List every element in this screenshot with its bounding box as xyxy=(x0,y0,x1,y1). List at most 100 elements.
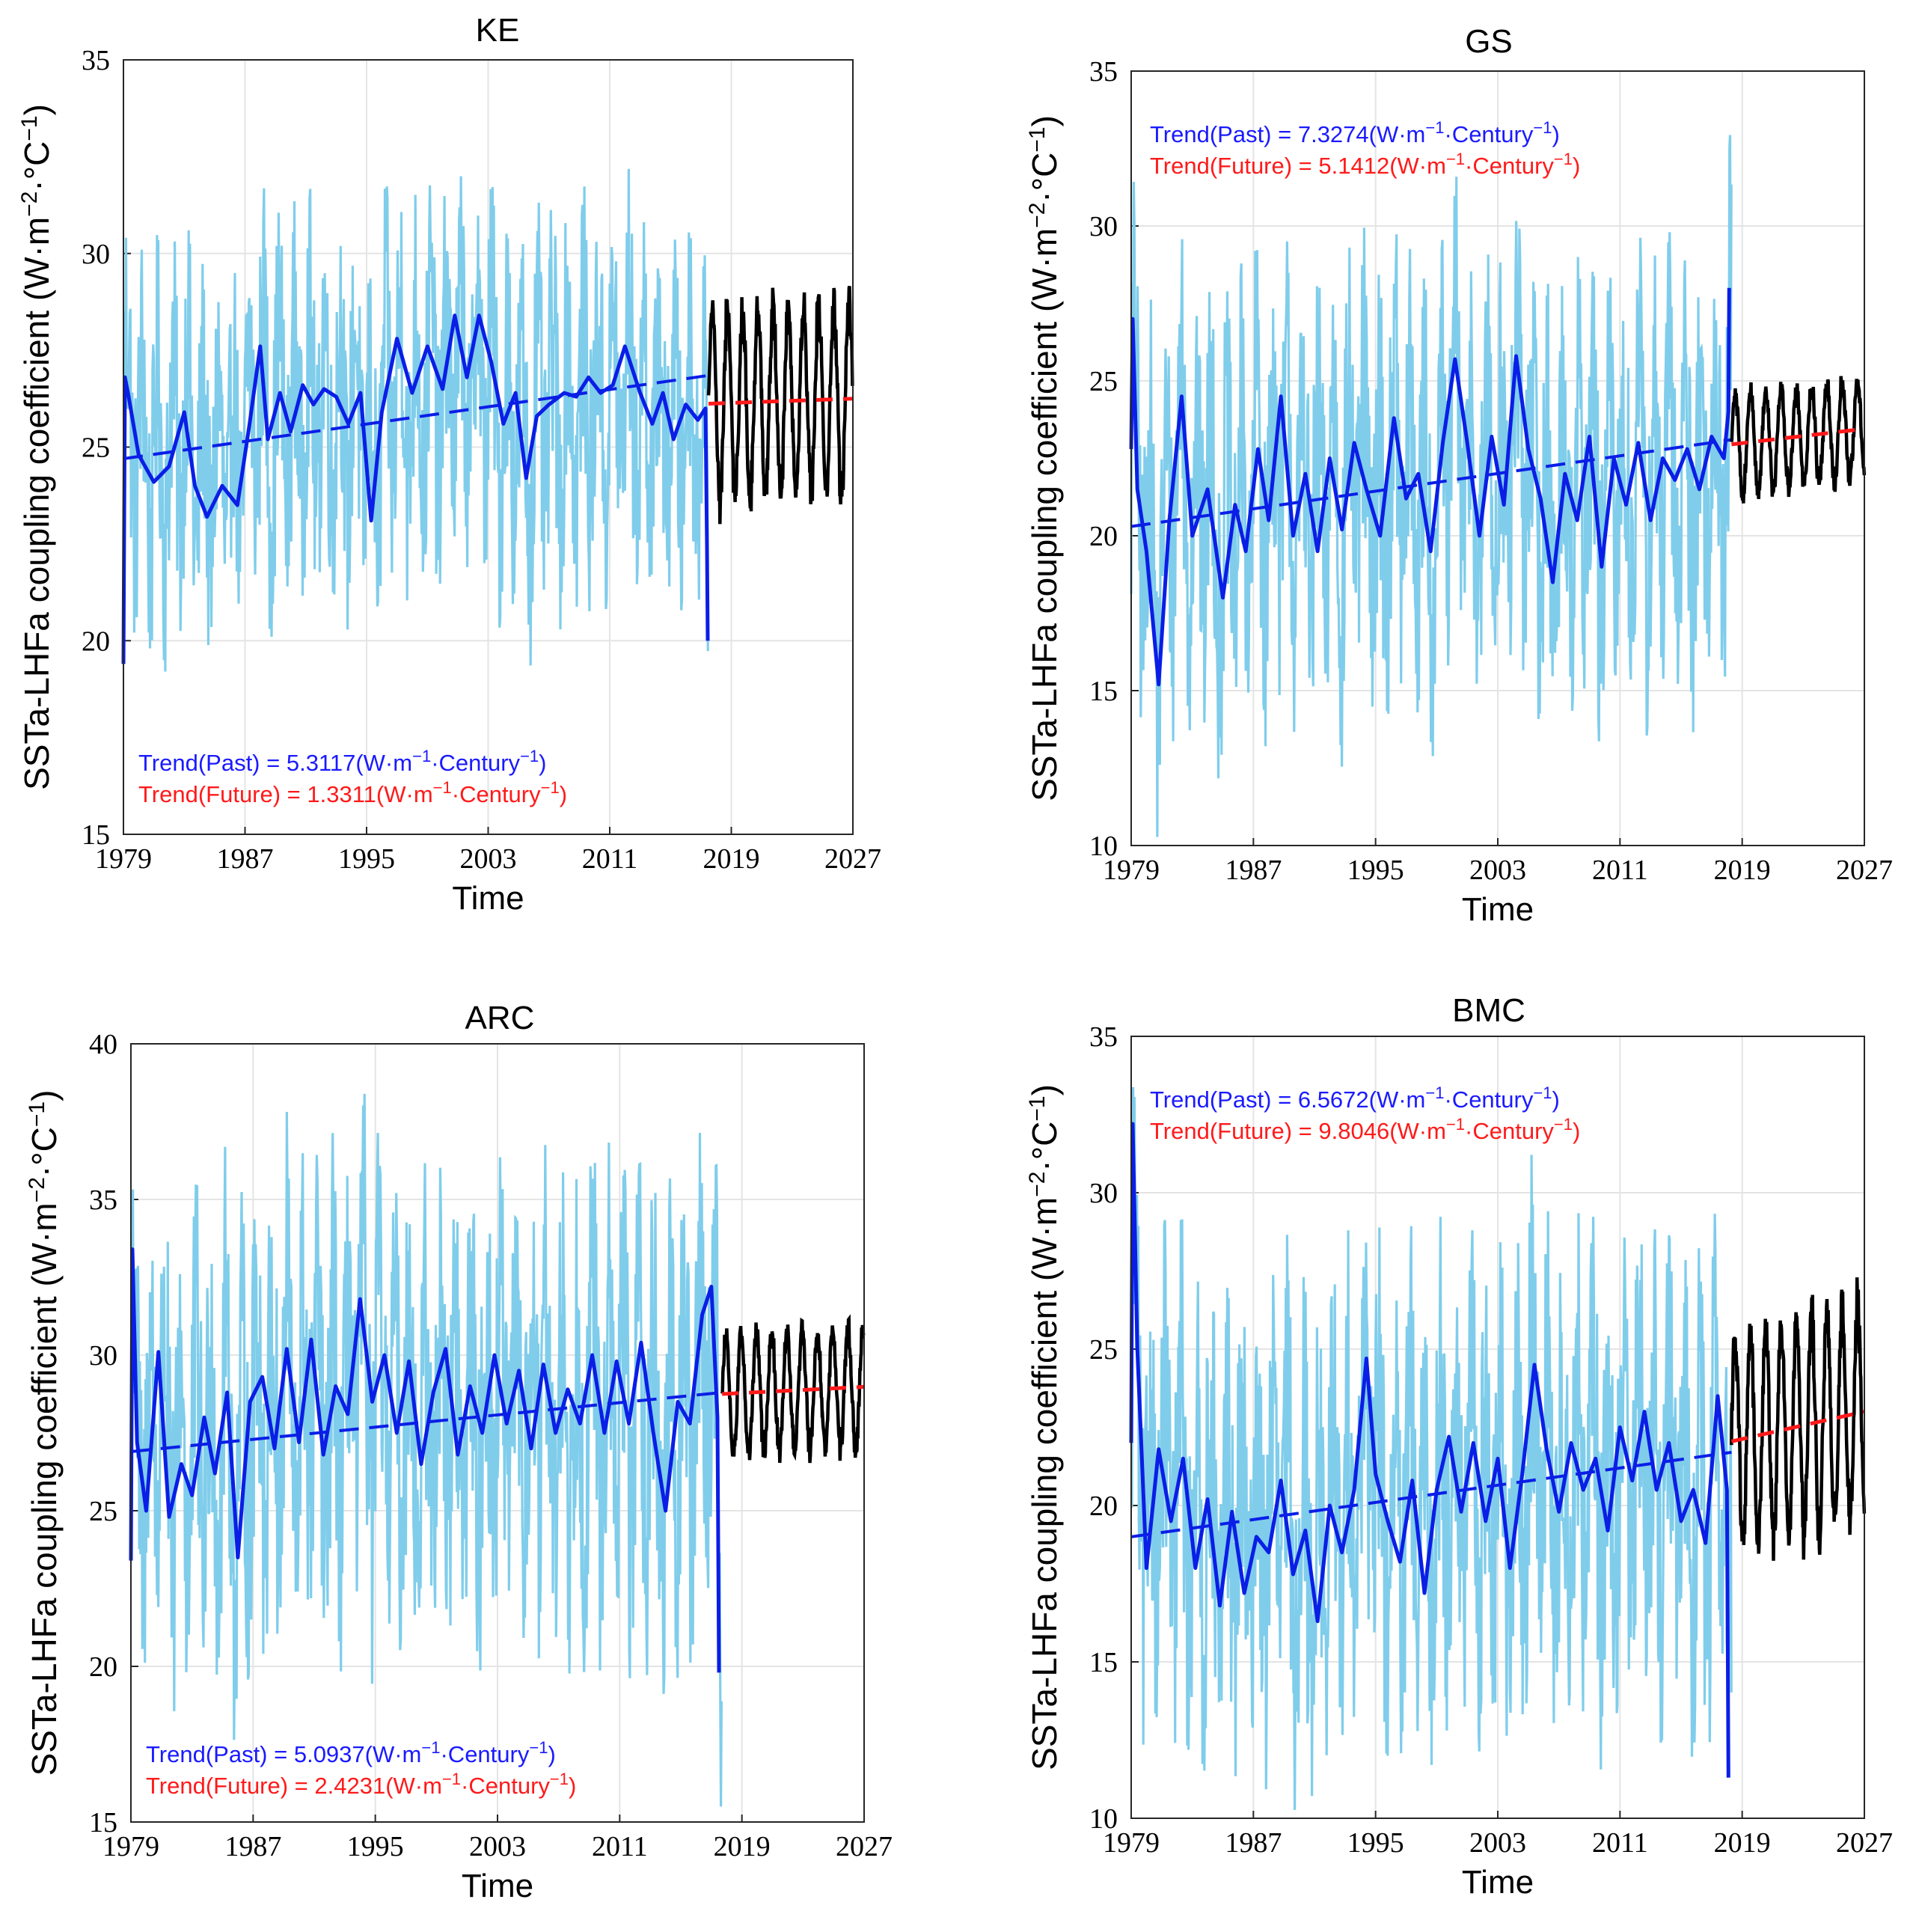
smoothed-series-line xyxy=(129,1247,721,1673)
y-axis-label-close: ) xyxy=(17,104,56,115)
y-axis-label-sup: −1 xyxy=(25,1101,49,1127)
trend-future-text: Trend(Future) = 9.8046(W·m xyxy=(1150,1118,1446,1144)
trend-past-sup: −1 xyxy=(520,747,539,765)
trend-past-close: ) xyxy=(539,750,546,776)
x-tick-label: 1979 xyxy=(1103,1827,1160,1859)
x-tick-label: 2003 xyxy=(1469,855,1526,886)
trend-future-sup: −1 xyxy=(1446,150,1465,168)
smoothed-series xyxy=(1129,1122,1730,1778)
raw-series-line xyxy=(122,168,709,672)
trend-past-unit: ·Century xyxy=(431,750,520,776)
y-tick-label: 30 xyxy=(1089,1178,1118,1209)
trend-line-past xyxy=(1130,438,1732,528)
trend-line-future xyxy=(721,1384,865,1396)
raw-series-line xyxy=(1130,135,1733,837)
y-tick-label: 20 xyxy=(82,626,110,657)
y-tick-labels: 10 15 20 25 30 35 xyxy=(1089,1021,1118,1835)
panel-gs: GS 10 15 20 25 30 35 1979 1987 1995 2003… xyxy=(1025,23,1893,928)
y-tick-label: 25 xyxy=(82,432,110,464)
x-tick-label: 2027 xyxy=(824,843,881,875)
raw-series xyxy=(1130,1086,1733,1810)
y-axis-label-sup: −1 xyxy=(1025,1095,1050,1121)
y-axis-label-main: SSTa-LHFa coupling coefficient (W·m xyxy=(25,1202,64,1776)
trend-future-unit: ·Century xyxy=(461,1773,550,1799)
y-tick-label: 35 xyxy=(82,45,110,76)
x-tick-label: 2011 xyxy=(592,1831,648,1862)
future-series-line xyxy=(720,1314,866,1464)
x-tick-label: 2019 xyxy=(714,1831,771,1862)
trend-past-unit: ·Century xyxy=(1444,121,1533,147)
trend-future-sup: −1 xyxy=(1446,1115,1465,1134)
x-tick-labels: 1979 1987 1995 2003 2011 2019 2027 xyxy=(1103,1827,1893,1859)
trend-future-unit: ·Century xyxy=(452,781,541,807)
x-axis-label: Time xyxy=(1462,891,1534,928)
future-series xyxy=(720,1314,866,1464)
trend-past-text: Trend(Past) = 6.5672(W·m xyxy=(1150,1086,1425,1113)
y-tick-label: 10 xyxy=(1089,831,1118,862)
x-tick-label: 2011 xyxy=(1592,1827,1648,1859)
y-tick-labels: 15 20 25 30 35 40 xyxy=(89,1029,117,1838)
x-axis-label: Time xyxy=(1462,1864,1534,1901)
trend-future-sup: −1 xyxy=(433,778,452,797)
trend-future-sup: −1 xyxy=(1554,150,1573,168)
future-series-line xyxy=(1730,376,1867,504)
smoothed-series-line xyxy=(1129,1122,1730,1778)
trend-future-sup: −1 xyxy=(550,1770,569,1788)
trend-future-unit: ·Century xyxy=(1465,153,1554,179)
x-tick-label: 1995 xyxy=(338,843,395,875)
trend-past-annotation: Trend(Past) = 5.0937(W·m−1·Century−1) xyxy=(146,1738,556,1767)
y-tick-label: 35 xyxy=(89,1184,117,1216)
panel-bmc: BMC 10 15 20 25 30 35 1979 1987 1995 200… xyxy=(1025,992,1893,1901)
y-tick-label: 20 xyxy=(89,1651,117,1683)
trend-past-unit: ·Century xyxy=(440,1741,529,1767)
x-tick-labels: 1979 1987 1995 2003 2011 2019 2027 xyxy=(95,843,881,875)
raw-series xyxy=(122,168,709,672)
y-tick-label: 35 xyxy=(1089,56,1118,88)
trend-past-sup: −1 xyxy=(1533,1083,1552,1102)
trend-future-text: Trend(Future) = 1.3311(W·m xyxy=(138,781,433,807)
y-axis-label-close: ) xyxy=(1025,115,1064,126)
trend-past-sup: −1 xyxy=(1533,118,1552,137)
x-tick-label: 2003 xyxy=(469,1831,526,1862)
y-tick-label: 30 xyxy=(1089,211,1118,242)
y-tick-label: 25 xyxy=(1089,1334,1118,1366)
y-axis-label: SSTa-LHFa coupling coefficient (W·m−2·°C… xyxy=(1025,115,1064,801)
y-tick-label: 25 xyxy=(89,1496,117,1527)
y-axis-label: SSTa-LHFa coupling coefficient (W·m−2·°C… xyxy=(17,104,56,790)
x-tick-label: 1995 xyxy=(347,1831,404,1862)
trend-future-sup: −1 xyxy=(1554,1115,1573,1134)
trend-future-close: ) xyxy=(1573,1118,1580,1144)
y-axis-label: SSTa-LHFa coupling coefficient (W·m−2·°C… xyxy=(1025,1084,1064,1770)
x-tick-label: 1987 xyxy=(217,843,274,875)
y-axis-label-units: ·°C xyxy=(17,141,56,192)
trend-future-close: ) xyxy=(560,781,567,807)
y-tick-label: 15 xyxy=(1089,1647,1118,1678)
y-tick-label: 40 xyxy=(89,1029,117,1060)
y-axis-label-main: SSTa-LHFa coupling coefficient (W·m xyxy=(1025,1197,1064,1770)
trend-past-close: ) xyxy=(548,1741,555,1767)
panel-ke: KE 15 20 25 30 35 1979 1987 1995 2003 20… xyxy=(17,12,881,917)
future-series xyxy=(1730,1277,1867,1561)
smoothed-series-line xyxy=(121,314,710,664)
panel-title: BMC xyxy=(1452,992,1525,1029)
y-axis-label-units: ·°C xyxy=(1025,153,1064,203)
trend-past-sup: −1 xyxy=(412,747,431,765)
x-tick-label: 1995 xyxy=(1347,1827,1404,1859)
x-tick-label: 1995 xyxy=(1347,855,1404,886)
y-axis-label-sup: −1 xyxy=(1025,126,1050,152)
y-axis-label-sup: −1 xyxy=(17,115,42,141)
y-tick-label: 25 xyxy=(1089,366,1118,397)
trend-future-sup: −1 xyxy=(541,778,560,797)
y-tick-label: 30 xyxy=(89,1340,117,1372)
y-axis-label-main: SSTa-LHFa coupling coefficient (W·m xyxy=(1025,228,1064,801)
trend-past-sup: −1 xyxy=(1425,118,1444,137)
x-tick-label: 2019 xyxy=(703,843,760,875)
trend-line-past xyxy=(123,373,709,461)
x-tick-label: 1987 xyxy=(1225,855,1282,886)
panel-arc: ARC 15 20 25 30 35 40 1979 1987 1995 200… xyxy=(25,1000,893,1904)
y-axis-label-sup: −2 xyxy=(25,1177,49,1202)
y-tick-labels: 15 20 25 30 35 xyxy=(82,45,110,851)
x-tick-label: 2027 xyxy=(1836,855,1893,886)
raw-series xyxy=(129,1093,723,1807)
